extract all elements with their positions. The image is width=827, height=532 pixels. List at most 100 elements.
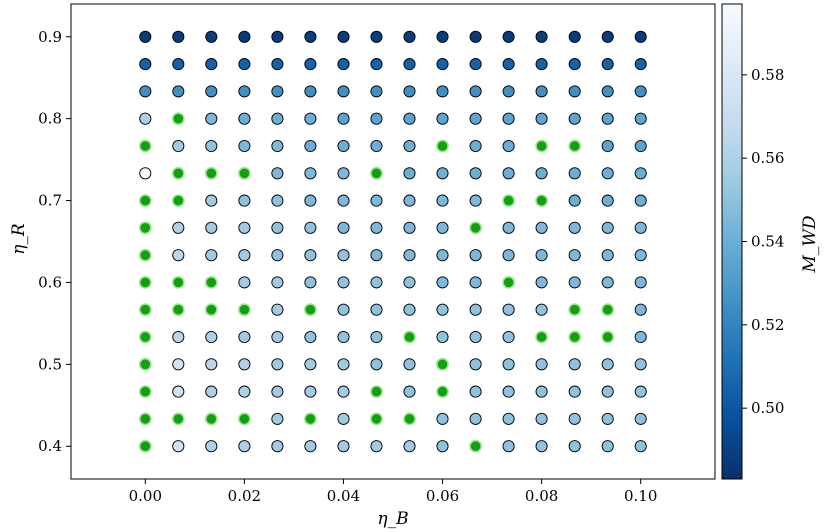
- data-point: [337, 194, 350, 207]
- data-point: [337, 85, 350, 98]
- data-point: [304, 112, 317, 125]
- data-point: [403, 58, 416, 71]
- data-point: [238, 358, 251, 371]
- data-point: [370, 112, 383, 125]
- data-point: [634, 30, 647, 43]
- data-point: [601, 139, 614, 153]
- data-point: [634, 385, 647, 398]
- data-point: [205, 385, 218, 398]
- data-point: [436, 58, 449, 71]
- data-point: [304, 58, 317, 71]
- data-point: [370, 139, 383, 153]
- data-point: [601, 249, 614, 262]
- data-point: [271, 330, 284, 344]
- data-point: [370, 440, 383, 453]
- data-point: [469, 249, 482, 262]
- data-point: [634, 85, 647, 98]
- data-point: [469, 58, 482, 71]
- data-point: [337, 276, 350, 289]
- data-point: [238, 440, 251, 453]
- data-point: [568, 249, 581, 262]
- data-point: [535, 30, 548, 43]
- data-point: [535, 167, 548, 180]
- highlighted-point: [237, 166, 251, 180]
- data-point: [337, 440, 350, 453]
- data-point: [469, 167, 482, 180]
- data-point: [238, 58, 251, 71]
- data-point: [601, 194, 614, 207]
- highlighted-point: [171, 412, 185, 426]
- data-point: [370, 194, 383, 207]
- highlighted-point: [535, 139, 548, 153]
- data-point: [337, 358, 350, 371]
- highlighted-point: [568, 330, 582, 344]
- data-point: [403, 167, 416, 180]
- data-point: [502, 30, 515, 43]
- data-point: [172, 358, 185, 371]
- x-tick-label: 0.08: [525, 487, 558, 505]
- data-point: [403, 249, 416, 262]
- data-point: [304, 440, 317, 453]
- data-point: [172, 249, 185, 262]
- data-point: [502, 385, 515, 398]
- data-point: [502, 412, 515, 425]
- data-point: [139, 85, 152, 98]
- highlighted-point: [403, 330, 416, 344]
- data-point: [568, 276, 581, 289]
- data-point: [403, 276, 416, 289]
- data-point: [271, 440, 284, 453]
- data-point: [337, 167, 350, 180]
- y-axis: 0.4 0.5 0.6 0.7 0.8 0.9: [38, 28, 71, 455]
- data-point: [436, 440, 449, 453]
- data-point: [370, 303, 383, 316]
- highlighted-point: [171, 166, 185, 180]
- data-point: [205, 221, 218, 234]
- data-point: [568, 440, 581, 453]
- y-tick-label: 0.6: [38, 273, 62, 291]
- data-point: [535, 440, 548, 453]
- data-point: [601, 276, 614, 289]
- colorbar-tick-label: 0.54: [751, 233, 784, 251]
- data-point: [304, 358, 317, 371]
- data-point: [535, 303, 548, 316]
- highlighted-point: [138, 439, 152, 453]
- data-point: [535, 112, 548, 125]
- data-point: [634, 276, 647, 289]
- data-point: [502, 112, 515, 125]
- data-point: [337, 303, 350, 316]
- highlighted-point: [403, 412, 416, 426]
- data-point: [502, 303, 515, 316]
- data-point: [436, 276, 449, 289]
- highlighted-point: [204, 166, 218, 180]
- plot-area: [70, 3, 716, 480]
- data-point: [568, 58, 581, 71]
- data-point: [172, 58, 185, 71]
- data-point: [436, 112, 449, 125]
- data-point: [634, 194, 647, 207]
- data-point: [337, 221, 350, 234]
- data-point: [271, 139, 284, 153]
- data-point: [601, 221, 614, 234]
- data-point: [469, 412, 482, 425]
- y-axis-label: η_R: [9, 223, 29, 255]
- data-point: [403, 303, 416, 316]
- data-point: [601, 412, 614, 425]
- data-point: [568, 385, 581, 398]
- highlighted-point: [436, 357, 449, 371]
- data-point: [304, 276, 317, 289]
- data-point: [370, 276, 383, 289]
- x-tick-label: 0.00: [129, 487, 162, 505]
- data-point: [304, 194, 317, 207]
- data-point: [271, 249, 284, 262]
- highlighted-point: [436, 139, 449, 153]
- data-point: [370, 30, 383, 43]
- highlighted-point: [171, 303, 185, 317]
- data-point: [139, 112, 152, 125]
- data-point: [172, 221, 185, 234]
- data-point: [403, 85, 416, 98]
- highlighted-point: [138, 275, 152, 289]
- highlighted-point: [138, 248, 152, 262]
- data-point: [238, 385, 251, 398]
- data-point: [502, 58, 515, 71]
- data-point: [403, 221, 416, 234]
